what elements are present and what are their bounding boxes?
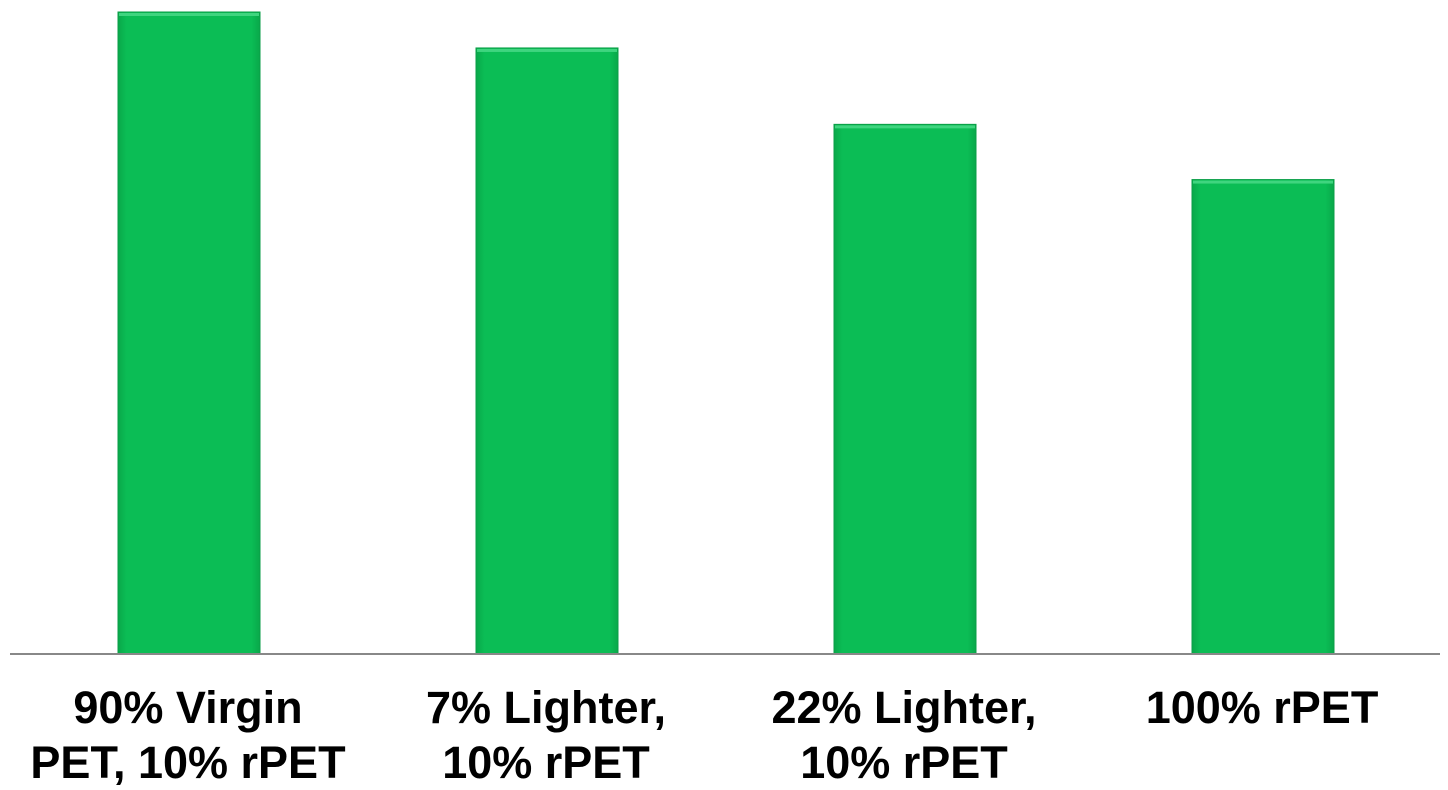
category-label: 7% Lighter, 10% rPET [425,682,667,788]
bar-top-highlight [835,125,975,129]
category-label: 100% rPET [1145,682,1379,733]
bar-group [117,11,1335,655]
bar-top-highlight [119,13,259,16]
bar [1191,179,1335,655]
bar-top-highlight [477,48,617,52]
bar [117,11,261,655]
bar [475,47,619,655]
category-label: 90% Virgin PET, 10% rPET [30,682,346,788]
bar [833,123,977,655]
bar-top-highlight [1193,180,1333,184]
category-label: 22% Lighter, 10% rPET [771,682,1037,788]
